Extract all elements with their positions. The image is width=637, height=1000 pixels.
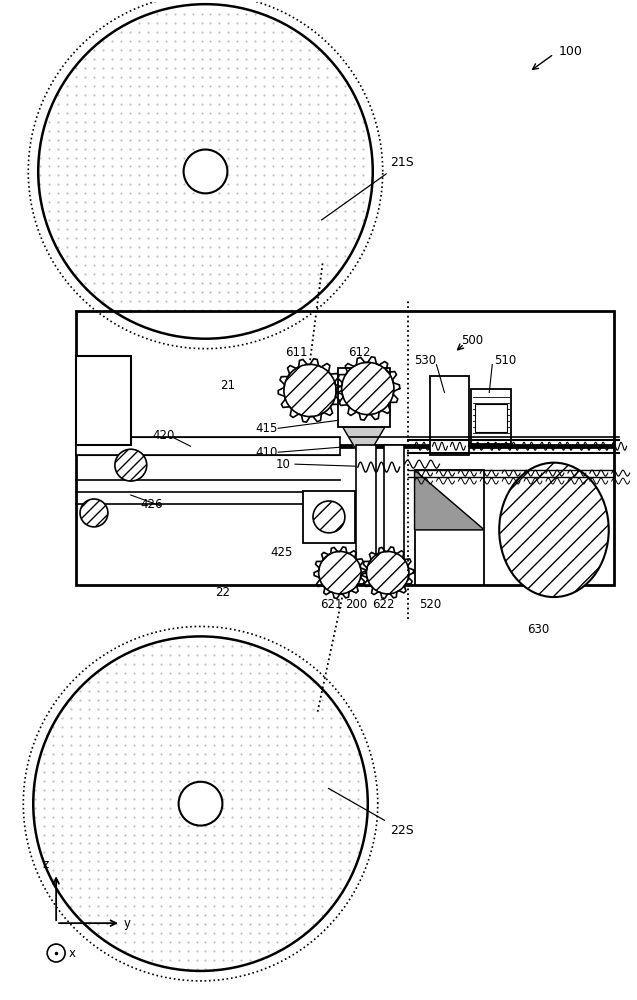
Text: 426: 426 [141,498,163,511]
Bar [76,311,613,445]
Polygon shape [415,470,484,530]
Text: z: z [42,858,48,871]
Bar [76,447,613,585]
Text: y: y [124,917,131,930]
Text: 200: 200 [345,598,367,611]
Circle shape [178,782,222,826]
Circle shape [341,362,394,415]
Bar [303,491,355,543]
Text: 500: 500 [461,334,483,347]
Text: 10: 10 [275,458,290,471]
Text: 21S: 21S [322,156,413,220]
Text: 420: 420 [153,429,175,442]
Text: 612: 612 [348,346,370,359]
Text: 630: 630 [527,623,549,636]
Polygon shape [343,427,385,452]
Text: 622: 622 [372,598,394,611]
Text: x: x [69,947,76,960]
Text: 621: 621 [320,598,343,611]
Bar [471,389,511,444]
Bar [429,376,469,455]
Bar [415,470,484,585]
Circle shape [80,499,108,527]
Bar [338,368,390,427]
Text: 415: 415 [255,422,278,435]
Text: 410: 410 [255,446,278,459]
Bar [76,437,340,455]
Bar [76,356,131,445]
Text: 530: 530 [415,354,437,367]
Circle shape [313,501,345,533]
Circle shape [183,150,227,193]
Bar [475,404,507,432]
Circle shape [318,551,361,594]
Text: 22S: 22S [329,788,413,837]
Bar [383,445,404,585]
Text: 21: 21 [220,379,236,392]
Ellipse shape [499,463,609,597]
Circle shape [47,944,65,962]
Circle shape [284,364,336,417]
Circle shape [115,449,147,481]
Text: 425: 425 [270,546,292,559]
Text: 611: 611 [285,346,308,359]
Text: 510: 510 [494,354,517,367]
Text: 22: 22 [215,586,231,599]
Text: 520: 520 [420,598,442,611]
Circle shape [366,551,409,594]
Bar [356,445,376,585]
Text: 100: 100 [559,45,583,58]
